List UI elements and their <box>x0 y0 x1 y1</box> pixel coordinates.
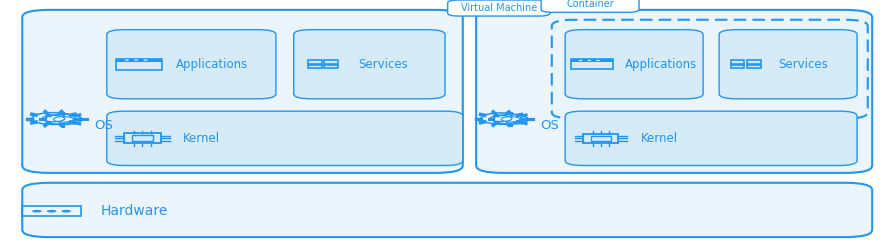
Bar <box>117 59 162 62</box>
Text: Services: Services <box>778 58 828 71</box>
Bar <box>584 134 619 143</box>
Bar <box>748 60 761 64</box>
Circle shape <box>587 60 591 61</box>
Circle shape <box>61 210 71 212</box>
Bar <box>732 64 745 68</box>
Bar <box>308 60 321 64</box>
Text: OS: OS <box>540 120 559 132</box>
FancyBboxPatch shape <box>719 30 857 99</box>
Bar <box>748 64 761 68</box>
Text: Container: Container <box>566 0 614 9</box>
Bar <box>325 60 338 64</box>
Circle shape <box>143 60 148 61</box>
Bar <box>308 65 321 68</box>
Bar <box>732 60 745 64</box>
Circle shape <box>125 60 129 61</box>
FancyBboxPatch shape <box>107 30 276 99</box>
Text: Applications: Applications <box>176 58 248 71</box>
Text: Kernel: Kernel <box>641 132 678 145</box>
Circle shape <box>578 60 583 61</box>
Text: Hardware: Hardware <box>101 204 168 218</box>
Circle shape <box>596 60 600 61</box>
FancyBboxPatch shape <box>294 30 445 99</box>
Bar <box>22 206 81 216</box>
Circle shape <box>47 210 56 212</box>
Circle shape <box>134 60 138 61</box>
FancyBboxPatch shape <box>476 10 872 173</box>
Bar <box>325 65 338 68</box>
FancyBboxPatch shape <box>541 0 639 12</box>
FancyBboxPatch shape <box>565 111 857 165</box>
Text: Kernel: Kernel <box>182 132 220 145</box>
Circle shape <box>32 210 42 212</box>
Bar <box>570 59 613 62</box>
Text: Services: Services <box>358 58 408 71</box>
FancyBboxPatch shape <box>552 20 868 119</box>
Bar <box>570 59 613 69</box>
Text: Applications: Applications <box>625 58 697 71</box>
FancyBboxPatch shape <box>565 30 703 99</box>
Bar <box>124 133 161 144</box>
FancyBboxPatch shape <box>22 183 872 237</box>
FancyBboxPatch shape <box>22 10 463 173</box>
Bar <box>117 59 162 70</box>
Bar <box>591 136 611 141</box>
Text: Virtual Machine: Virtual Machine <box>461 3 537 13</box>
FancyBboxPatch shape <box>448 0 550 16</box>
FancyBboxPatch shape <box>107 111 463 165</box>
Bar <box>132 135 153 141</box>
Text: OS: OS <box>94 120 113 132</box>
